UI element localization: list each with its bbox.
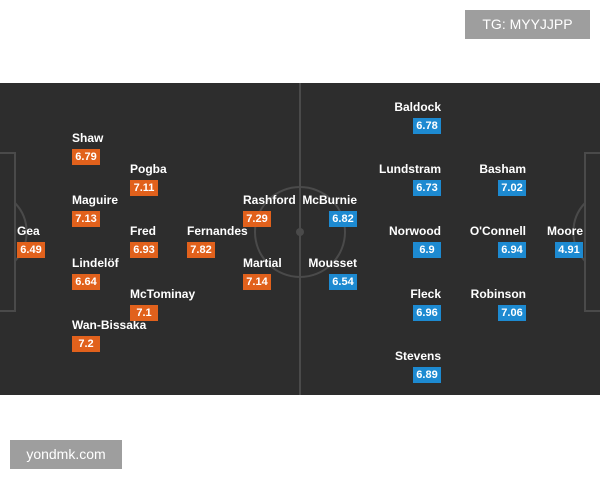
player-name: Baldock (394, 100, 441, 114)
player: Norwood 6.9 (331, 223, 441, 258)
player-rating: 7.13 (72, 211, 100, 227)
player: Fred 6.93 (130, 223, 240, 258)
player-rating: 7.29 (243, 211, 271, 227)
watermark: TG: MYYJJPP (465, 10, 590, 39)
player: O'Connell 6.94 (416, 223, 526, 258)
player-name: Robinson (470, 287, 526, 301)
player-rating: 6.82 (329, 211, 357, 227)
player-rating: 6.64 (72, 274, 100, 290)
player-name: McBurnie (302, 193, 357, 207)
player-rating: 7.14 (243, 274, 271, 290)
player-rating: 6.93 (130, 242, 158, 258)
player: Gea 6.49 (17, 223, 127, 258)
player-rating: 6.89 (413, 367, 441, 383)
player: Mousset 6.54 (247, 255, 357, 290)
player: Baldock 6.78 (331, 99, 441, 134)
player-rating: 6.49 (17, 242, 45, 258)
player-name: Mousset (308, 256, 357, 270)
player-name: Gea (17, 224, 40, 238)
player-name: Wan-Bissaka (72, 318, 147, 332)
player-name: Stevens (394, 349, 441, 363)
player-name: Rashford (243, 193, 296, 207)
player: Lindelöf 6.64 (72, 255, 182, 290)
player: Lundstram 6.73 (331, 161, 441, 196)
pitch (0, 83, 600, 395)
player-name: Lindelöf (72, 256, 119, 270)
player-name: Fernandes (187, 224, 248, 238)
player-rating: 7.1 (130, 305, 158, 321)
player: Robinson 7.06 (416, 286, 526, 321)
player-name: Fred (130, 224, 157, 238)
player-name: McTominay (130, 287, 196, 301)
player-name: Moore (547, 224, 583, 238)
player-name: Pogba (130, 162, 167, 176)
player: Shaw 6.79 (72, 130, 182, 165)
player: Rashford 7.29 (243, 192, 353, 227)
player-name: Norwood (389, 224, 441, 238)
player: Pogba 7.11 (130, 161, 240, 196)
player-name: Maguire (72, 193, 119, 207)
player-rating: 6.73 (413, 180, 441, 196)
player-rating: 7.11 (130, 180, 158, 196)
player-rating: 6.9 (413, 242, 441, 258)
player: Moore 4.91 (473, 223, 583, 258)
player: Stevens 6.89 (331, 348, 441, 383)
player-name: Basham (479, 162, 526, 176)
player-name: Shaw (72, 131, 104, 145)
player: McBurnie 6.82 (247, 192, 357, 227)
player-name: Fleck (410, 287, 441, 301)
player-name: Lundstram (378, 162, 441, 176)
player-rating: 7.02 (498, 180, 526, 196)
player: Maguire 7.13 (72, 192, 182, 227)
player-rating: 6.96 (413, 305, 441, 321)
player: Fleck 6.96 (331, 286, 441, 321)
player-rating: 6.94 (498, 242, 526, 258)
player: Martial 7.14 (243, 255, 353, 290)
player-rating: 6.79 (72, 149, 100, 165)
player-rating: 6.54 (329, 274, 357, 290)
player: Fernandes 7.82 (187, 223, 297, 258)
player-rating: 4.91 (555, 242, 583, 258)
player: McTominay 7.1 (130, 286, 240, 321)
player-rating: 7.82 (187, 242, 215, 258)
player-name: Martial (243, 256, 282, 270)
player-rating: 7.06 (498, 305, 526, 321)
watermark: yondmk.com (10, 440, 122, 469)
player: Basham 7.02 (416, 161, 526, 196)
player-name: O'Connell (469, 224, 526, 238)
player-rating: 7.2 (72, 336, 100, 352)
player-rating: 6.78 (413, 118, 441, 134)
player: Wan-Bissaka 7.2 (72, 317, 182, 352)
